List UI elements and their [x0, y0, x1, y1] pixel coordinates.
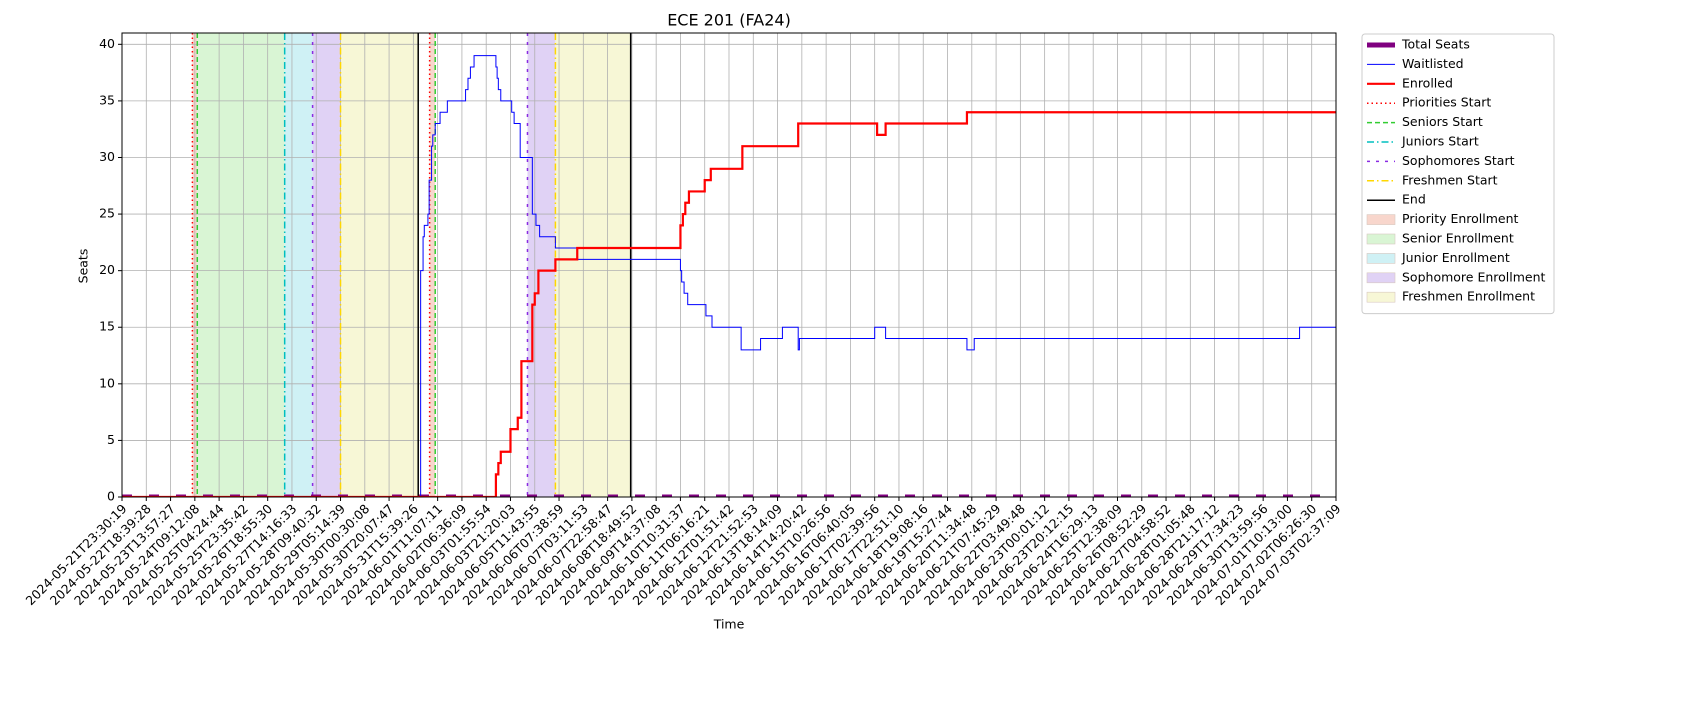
y-tick-label: 35 — [99, 92, 115, 107]
y-tick-label: 0 — [107, 489, 115, 504]
y-tick-label: 5 — [107, 432, 115, 447]
enrollment-span — [312, 33, 341, 497]
legend-label: Junior Enrollment — [1401, 250, 1510, 265]
legend-label: Sophomores Start — [1402, 153, 1515, 168]
enrollment-span — [340, 33, 419, 497]
enrollment-span — [555, 33, 631, 497]
legend-label: Freshmen Enrollment — [1402, 289, 1535, 304]
legend-swatch — [1366, 233, 1396, 245]
series-line — [122, 111, 1336, 497]
enrollment-span — [527, 33, 556, 497]
enrollment-span — [429, 33, 436, 497]
y-tick-label: 20 — [99, 262, 115, 277]
legend-box — [1361, 33, 1555, 315]
legend-label: Sophomore Enrollment — [1402, 269, 1546, 284]
legend-label: End — [1402, 192, 1426, 207]
legend-label: Juniors Start — [1401, 134, 1479, 149]
enrollment-span — [284, 33, 313, 497]
legend-label: Priorities Start — [1402, 95, 1491, 110]
legend-swatch — [1366, 214, 1396, 225]
legend-label: Waitlisted — [1402, 56, 1464, 71]
legend-swatch — [1366, 272, 1396, 284]
y-axis-label: Seats — [76, 249, 91, 284]
legend-label: Seniors Start — [1402, 114, 1483, 129]
y-tick-label: 30 — [99, 149, 115, 164]
x-axis-label: Time — [713, 617, 745, 632]
series-line — [419, 55, 1336, 497]
plot-frame — [121, 32, 1337, 498]
y-tick-label: 25 — [99, 206, 115, 221]
legend-swatch — [1366, 291, 1396, 303]
legend-label: Enrolled — [1402, 75, 1453, 90]
legend-label: Senior Enrollment — [1402, 231, 1514, 246]
legend-label: Total Seats — [1401, 37, 1470, 52]
legend-label: Priority Enrollment — [1402, 211, 1519, 226]
y-tick-label: 40 — [99, 36, 115, 51]
chart-title: ECE 201 (FA24) — [667, 11, 791, 30]
enrollment-span — [197, 33, 285, 497]
y-tick-label: 15 — [99, 319, 115, 334]
legend-label: Freshmen Start — [1402, 172, 1498, 187]
y-tick-label: 10 — [99, 375, 115, 390]
legend-swatch — [1366, 253, 1396, 264]
